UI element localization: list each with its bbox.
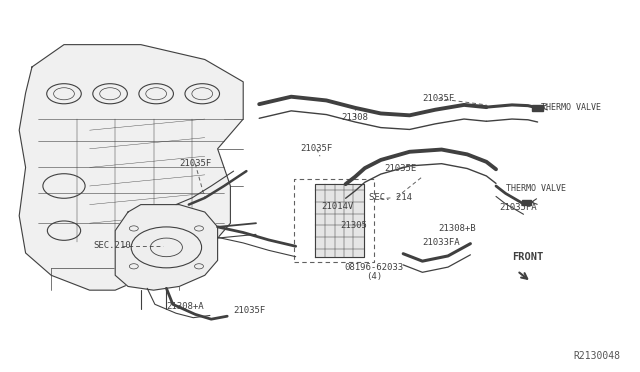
Text: 21305: 21305	[340, 221, 367, 230]
Text: 21033FA: 21033FA	[423, 238, 460, 247]
Bar	[522, 200, 531, 205]
Text: 21035F: 21035F	[301, 144, 333, 153]
Text: SEC. 214: SEC. 214	[369, 193, 412, 202]
Text: SEC.210: SEC.210	[93, 241, 131, 250]
Text: 21035F: 21035F	[234, 306, 266, 315]
Text: THERMO VALVE: THERMO VALVE	[541, 103, 601, 112]
Text: 21308+A: 21308+A	[167, 302, 204, 311]
Polygon shape	[115, 205, 218, 290]
Bar	[532, 105, 543, 111]
Polygon shape	[19, 45, 243, 290]
Text: 21035E: 21035E	[384, 164, 416, 173]
Text: 21014V: 21014V	[321, 202, 353, 211]
Text: THERMO VALVE: THERMO VALVE	[506, 185, 566, 193]
Text: 08196-62033: 08196-62033	[345, 263, 404, 272]
Text: 21035F: 21035F	[422, 94, 454, 103]
Text: (4): (4)	[366, 272, 383, 280]
Text: 21308: 21308	[342, 113, 369, 122]
Text: 21035F: 21035F	[179, 159, 211, 168]
Text: FRONT: FRONT	[512, 252, 543, 262]
Polygon shape	[315, 184, 364, 257]
Text: R2130048: R2130048	[574, 351, 621, 361]
Text: 21308+B: 21308+B	[439, 224, 476, 233]
Text: 21035FA: 21035FA	[500, 203, 537, 212]
